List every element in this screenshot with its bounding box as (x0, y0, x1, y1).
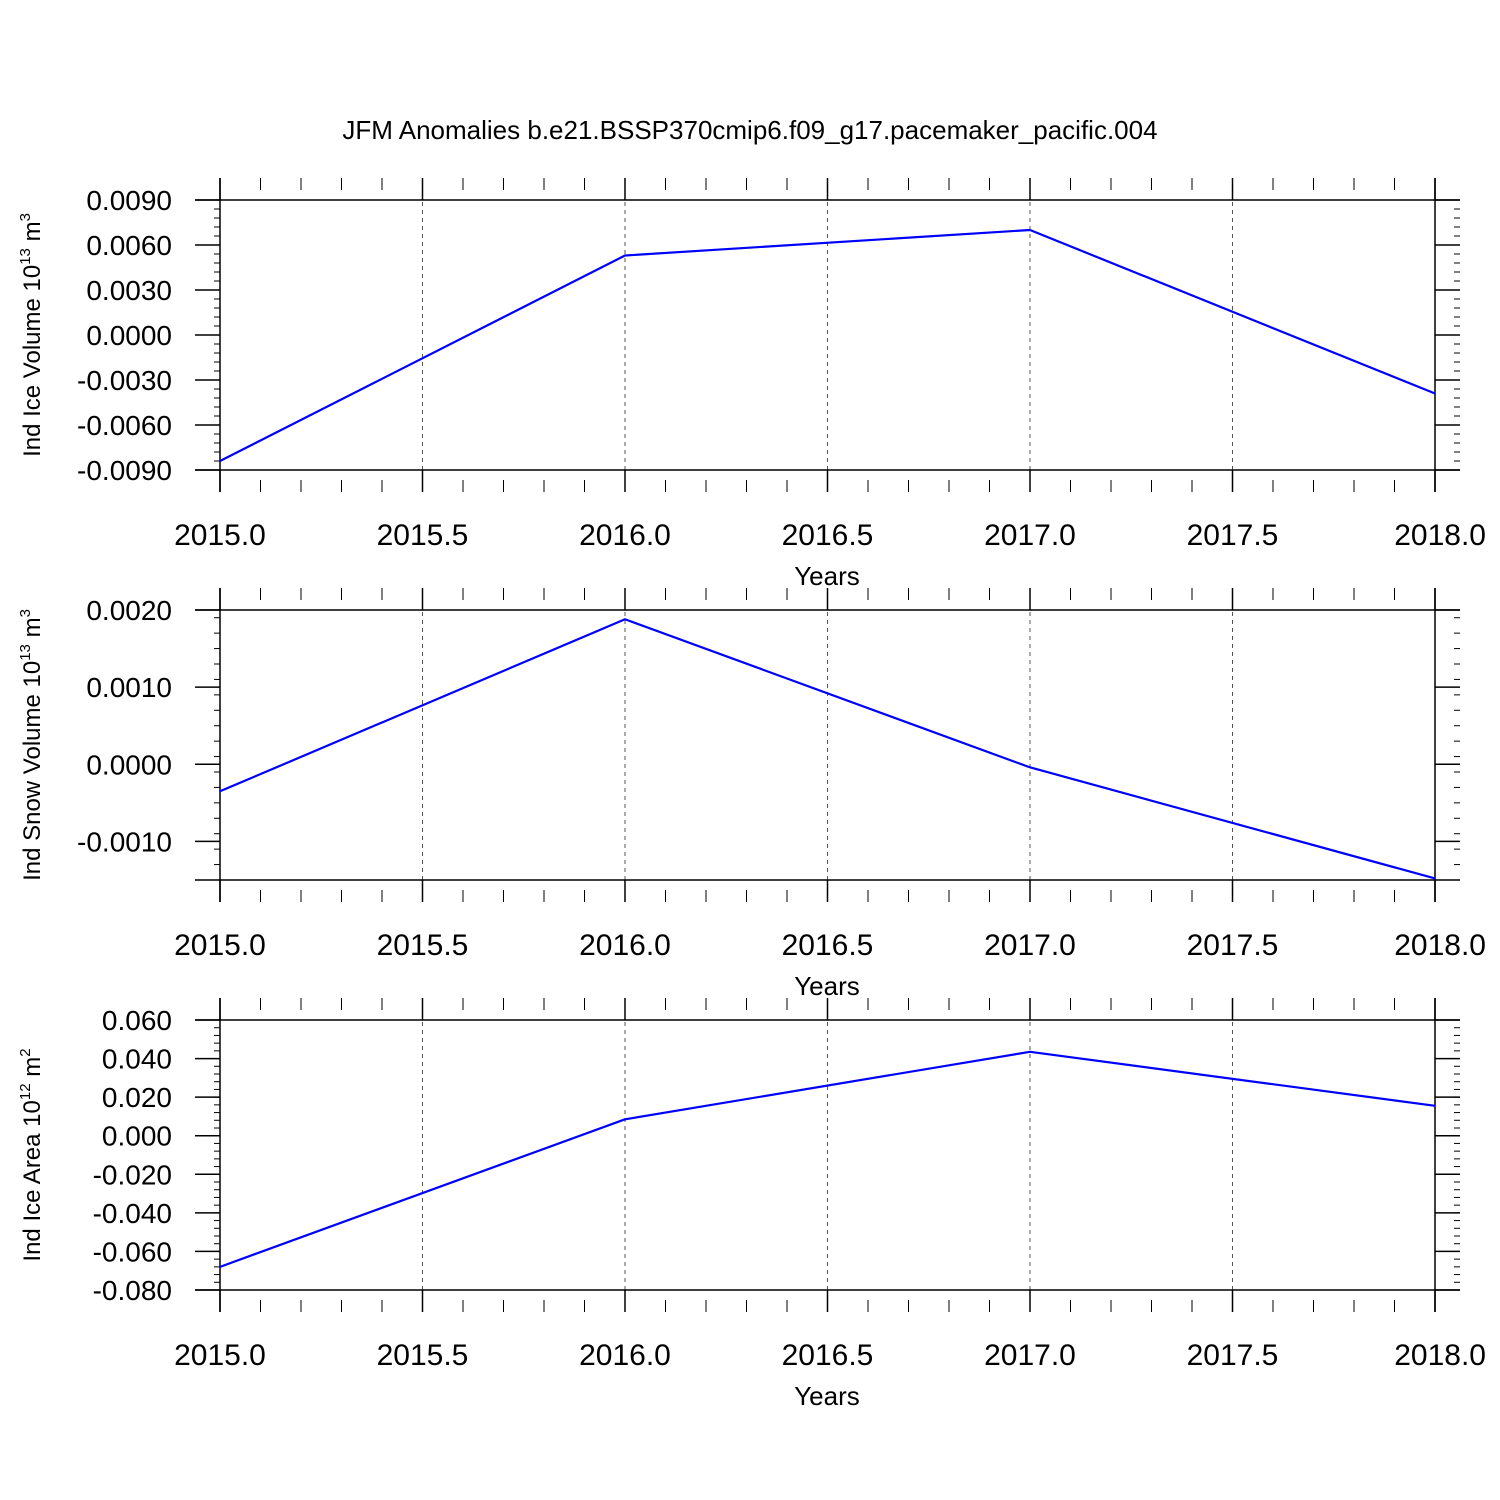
y-tick-label: 0.060 (102, 1005, 172, 1036)
y-axis-label-unit-exponent: 3 (17, 609, 34, 617)
series-line (219, 228, 1436, 462)
y-tick-label: 0.0090 (86, 185, 172, 216)
x-tick-label: 2015.5 (377, 519, 469, 552)
x-axis-label: Years (794, 1381, 860, 1411)
y-tick-label: -0.0060 (77, 410, 172, 441)
x-tick-label: 2018.0 (1394, 929, 1486, 962)
x-tick-label: 2018.0 (1394, 1339, 1486, 1372)
y-tick-label: -0.0010 (77, 826, 172, 857)
figure-title: JFM Anomalies b.e21.BSSP370cmip6.f09_g17… (342, 115, 1157, 145)
y-tick-label: -0.040 (93, 1198, 172, 1229)
x-tick-label: 2017.5 (1187, 519, 1279, 552)
y-tick-label: 0.040 (102, 1044, 172, 1075)
series-line (219, 1050, 1436, 1268)
y-axis-label-text: Ind Ice Volume 10 (19, 265, 46, 457)
y-tick-label: 0.0010 (86, 672, 172, 703)
y-axis-label: Ind Snow Volume 1013 m3 (17, 609, 46, 881)
x-tick-label: 2017.0 (984, 519, 1076, 552)
y-tick-label: -0.0030 (77, 365, 172, 396)
x-tick-label: 2017.5 (1187, 1339, 1279, 1372)
x-tick-label: 2016.5 (782, 1339, 874, 1372)
x-tick-label: 2016.0 (579, 519, 671, 552)
y-tick-label: 0.000 (102, 1121, 172, 1152)
y-tick-label: 0.0000 (86, 320, 172, 351)
y-axis-label-exponent: 12 (17, 1083, 34, 1100)
series-line (219, 618, 1436, 880)
x-tick-label: 2017.0 (984, 929, 1076, 962)
y-tick-label: -0.080 (93, 1275, 172, 1306)
y-axis-label: Ind Ice Area 1012 m2 (17, 1048, 46, 1261)
y-axis-label-text: Ind Ice Area 10 (19, 1100, 46, 1261)
x-axis-label: Years (794, 561, 860, 591)
x-tick-label: 2015.0 (174, 1339, 266, 1372)
y-tick-label: 0.0030 (86, 275, 172, 306)
y-axis-label-unit: m (19, 221, 46, 248)
x-tick-label: 2015.5 (377, 929, 469, 962)
chart-panel-1: 0.0090 0.0060 0.0030 0.0000 -0.0030 -0.0060 -0… (17, 178, 1486, 591)
x-tick-label: 2016.5 (782, 929, 874, 962)
y-tick-label: -0.0090 (77, 455, 172, 486)
y-tick-label: -0.060 (93, 1236, 172, 1267)
x-tick-label: 2017.5 (1187, 929, 1279, 962)
y-axis-label: Ind Ice Volume 1013 m3 (17, 213, 46, 457)
x-tick-label: 2018.0 (1394, 519, 1486, 552)
x-tick-label: 2016.0 (579, 1339, 671, 1372)
x-tick-label: 2015.0 (174, 929, 266, 962)
y-tick-label: 0.0060 (86, 230, 172, 261)
y-axis-label-exponent: 13 (17, 644, 34, 661)
x-tick-label: 2015.0 (174, 519, 266, 552)
x-axis-label: Years (794, 971, 860, 1001)
x-tick-label: 2016.5 (782, 519, 874, 552)
y-tick-label: -0.020 (93, 1159, 172, 1190)
chart-panel-2: 0.0020 0.0010 0.0000 -0.0010 2015.0 2015.5 201… (17, 588, 1486, 1001)
y-axis-label-exponent: 13 (17, 248, 34, 265)
y-axis-label-unit: m (19, 1057, 46, 1084)
y-axis-label-unit-exponent: 2 (17, 1048, 34, 1056)
y-tick-label: 0.0000 (86, 749, 172, 780)
x-tick-label: 2015.5 (377, 1339, 469, 1372)
y-tick-label: 0.0020 (86, 595, 172, 626)
y-axis-label-unit-exponent: 3 (17, 213, 34, 221)
y-tick-label: 0.020 (102, 1082, 172, 1113)
chart-panel-3: 0.060 0.040 0.020 0.000 -0.020 -0.040 -0.060 -0… (17, 998, 1486, 1411)
y-axis-label-text: Ind Snow Volume 10 (19, 661, 46, 881)
x-tick-label: 2016.0 (579, 929, 671, 962)
x-tick-label: 2017.0 (984, 1339, 1076, 1372)
y-axis-label-unit: m (19, 617, 46, 644)
